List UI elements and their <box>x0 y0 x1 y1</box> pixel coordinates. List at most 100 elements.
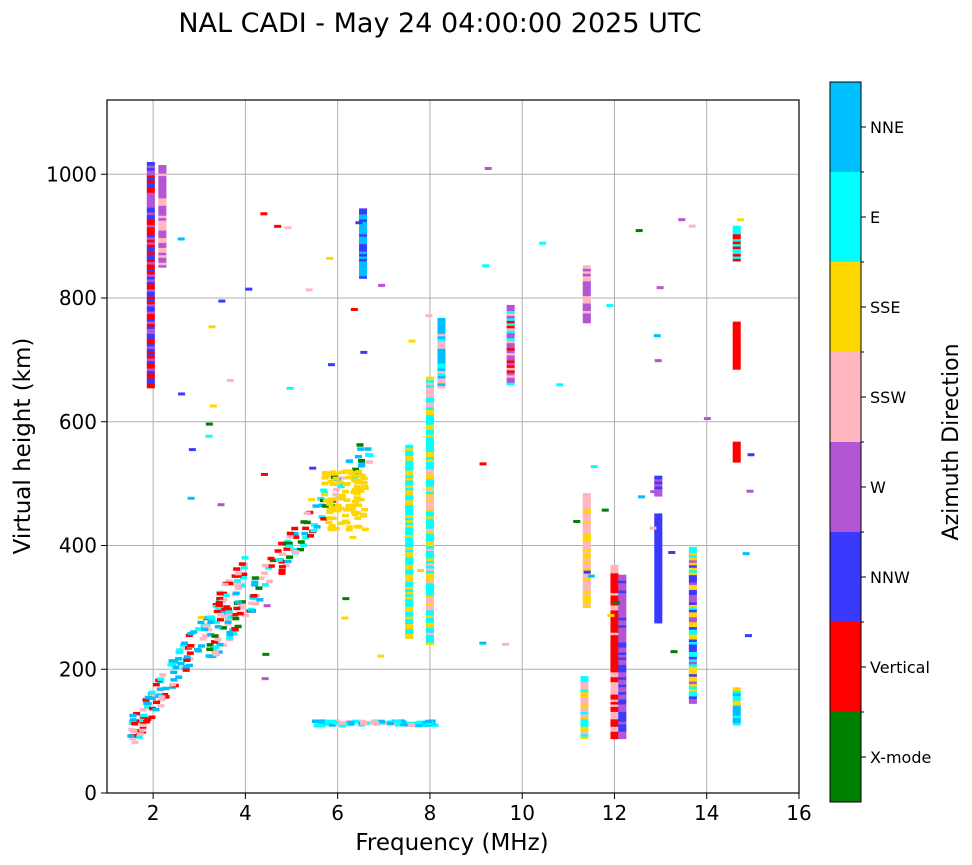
echo-mark <box>361 486 369 490</box>
echo-mark <box>610 676 619 680</box>
echo-mark <box>405 474 414 479</box>
echo-mark <box>146 364 155 369</box>
echo-mark <box>425 468 434 472</box>
echo-mark <box>610 587 619 591</box>
echo-mark <box>278 568 286 573</box>
echo-mark <box>326 510 334 515</box>
echo-mark <box>359 215 368 220</box>
echo-mark <box>425 408 434 413</box>
echo-mark <box>688 668 697 672</box>
echo-mark <box>146 295 155 300</box>
echo-mark <box>139 723 147 727</box>
echo-mark <box>425 418 434 423</box>
echo-mark <box>205 422 213 426</box>
echo-mark <box>582 297 591 302</box>
echo-mark <box>146 233 155 238</box>
echo-mark <box>425 510 434 514</box>
echo-mark <box>158 231 167 236</box>
echo-mark <box>215 603 223 607</box>
echo-mark <box>425 530 434 534</box>
echo-mark <box>146 273 155 277</box>
echo-mark <box>582 512 591 517</box>
echo-mark <box>582 557 591 561</box>
echo-mark <box>654 493 663 497</box>
echo-mark <box>688 690 697 694</box>
echo-mark <box>601 508 609 512</box>
echo-mark <box>405 486 414 491</box>
echo-mark <box>219 626 227 630</box>
echo-mark <box>146 293 155 297</box>
echo-mark <box>610 643 619 648</box>
echo-mark <box>654 523 663 527</box>
echo-mark <box>405 506 414 511</box>
echo-mark <box>580 688 589 693</box>
echo-mark <box>131 721 139 726</box>
echo-mark <box>610 725 619 730</box>
echo-mark <box>618 577 627 581</box>
echo-mark <box>405 632 414 637</box>
echo-mark <box>345 475 353 480</box>
echo-mark <box>215 650 223 654</box>
echo-mark <box>136 732 144 736</box>
echo-mark <box>146 305 155 310</box>
echo-mark <box>580 728 589 732</box>
echo-mark <box>732 709 741 714</box>
echo-mark <box>618 611 627 616</box>
echo-mark <box>610 592 619 596</box>
echo-mark <box>267 564 275 568</box>
echo-mark <box>425 535 434 539</box>
echo-mark <box>175 675 183 679</box>
echo-mark <box>610 663 619 668</box>
echo-mark <box>263 604 271 608</box>
echo-mark <box>688 574 697 578</box>
echo-mark <box>618 695 627 700</box>
echo-mark <box>346 525 354 529</box>
echo-mark <box>610 723 619 727</box>
echo-mark <box>582 525 591 529</box>
echo-mark <box>654 607 663 612</box>
echo-mark <box>310 528 318 533</box>
echo-mark <box>310 523 318 527</box>
echo-mark <box>654 538 663 542</box>
echo-column <box>425 376 434 646</box>
echo-mark <box>506 342 515 346</box>
echo-mark <box>251 580 259 585</box>
echo-mark <box>321 492 329 497</box>
echo-mark <box>360 350 368 354</box>
echo-mark <box>152 682 160 687</box>
echo-mark <box>226 378 234 382</box>
echo-mark <box>211 650 219 654</box>
echo-mark <box>618 703 627 707</box>
echo-mark <box>654 525 663 530</box>
echo-mark <box>225 607 233 611</box>
echo-mark <box>209 404 217 408</box>
echo-mark <box>359 512 367 517</box>
echo-mark <box>236 611 244 616</box>
echo-mark <box>206 615 214 620</box>
echo-mark <box>407 723 415 727</box>
echo-mark <box>732 704 741 709</box>
echo-mark <box>146 374 155 379</box>
colorbar-segment <box>830 442 861 532</box>
echo-mark <box>582 507 591 512</box>
echo-mark <box>358 473 366 478</box>
echo-mark <box>582 520 591 524</box>
echo-mark <box>146 332 155 337</box>
echo-mark <box>582 537 591 542</box>
echo-mark <box>355 221 363 225</box>
echo-mark <box>610 574 619 579</box>
echo-mark <box>649 526 657 530</box>
echo-mark <box>146 350 155 354</box>
echo-mark <box>425 557 434 561</box>
echo-mark <box>670 650 678 654</box>
echo-mark <box>290 532 298 537</box>
echo-mark <box>638 495 646 499</box>
echo-mark <box>618 624 627 628</box>
echo-mark <box>732 247 741 252</box>
echo-mark <box>359 252 368 257</box>
echo-mark <box>610 582 619 586</box>
echo-mark <box>582 596 591 601</box>
echo-mark <box>313 525 321 529</box>
echo-mark <box>582 502 591 507</box>
echo-mark <box>610 634 619 638</box>
